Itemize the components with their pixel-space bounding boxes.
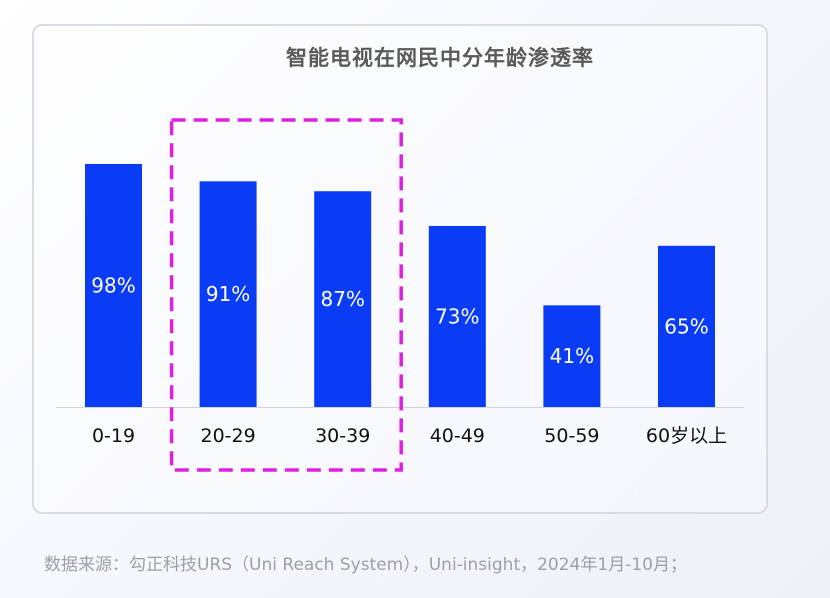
bar-60岁以上 bbox=[658, 245, 715, 407]
bar-0-19 bbox=[85, 163, 142, 407]
source-note: 数据来源：勾正科技URS（Uni Reach System），Uni-insig… bbox=[44, 555, 687, 575]
x-tick-label-30-39: 30-39 bbox=[315, 425, 370, 447]
bar-40-49 bbox=[428, 225, 486, 407]
bar-20-29 bbox=[199, 181, 257, 407]
bar-50-59 bbox=[543, 305, 601, 407]
x-tick-label-50-59: 50-59 bbox=[544, 425, 599, 447]
data-label-0-19: 98% bbox=[91, 273, 135, 297]
x-tick-label-0-19: 0-19 bbox=[92, 425, 135, 447]
chart-title: 智能电视在网民中分年龄渗透率 bbox=[286, 46, 594, 70]
data-label-20-29: 91% bbox=[206, 282, 250, 306]
data-label-40-49: 73% bbox=[435, 304, 479, 328]
data-label-60岁以上: 65% bbox=[664, 314, 708, 338]
x-tick-label-60岁以上: 60岁以上 bbox=[646, 425, 727, 447]
x-tick-label-20-29: 20-29 bbox=[200, 425, 255, 447]
highlight-box bbox=[169, 118, 403, 472]
data-label-30-39: 87% bbox=[320, 287, 364, 311]
data-label-50-59: 41% bbox=[550, 344, 594, 368]
x-tick-label-40-49: 40-49 bbox=[430, 425, 485, 447]
bar-30-39 bbox=[314, 191, 372, 407]
